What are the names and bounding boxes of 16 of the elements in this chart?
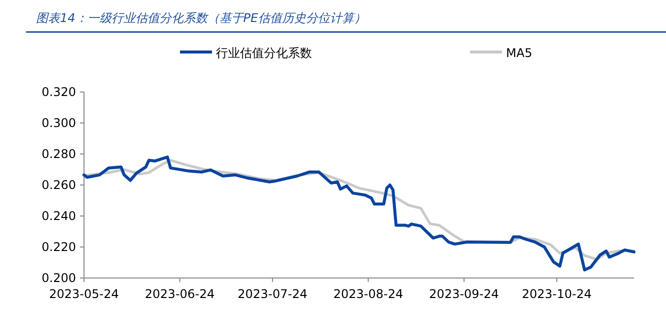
legend-label: MA5 — [506, 46, 532, 60]
x-tick-label: 2023-05-24 — [49, 287, 119, 301]
y-tick-label: 0.280 — [42, 147, 76, 161]
y-tick-label: 0.320 — [42, 85, 76, 99]
y-tick-label: 0.220 — [42, 240, 76, 254]
x-tick-label: 2023-08-24 — [333, 287, 404, 301]
chart-title: 图表14：一级行业估值分化系数（基于PE估值历史分位计算） — [36, 11, 366, 25]
y-tick-label: 0.200 — [42, 271, 76, 285]
x-tick-label: 2023-06-24 — [144, 287, 215, 301]
legend-label: 行业估值分化系数 — [216, 46, 312, 60]
y-tick-label: 0.240 — [42, 209, 76, 223]
x-tick-label: 2023-09-24 — [429, 287, 499, 301]
y-tick-label: 0.260 — [42, 178, 76, 192]
x-tick-label: 2023-10-24 — [522, 287, 592, 301]
y-tick-label: 0.300 — [42, 116, 76, 130]
x-tick-label: 2023-07-24 — [238, 287, 308, 301]
